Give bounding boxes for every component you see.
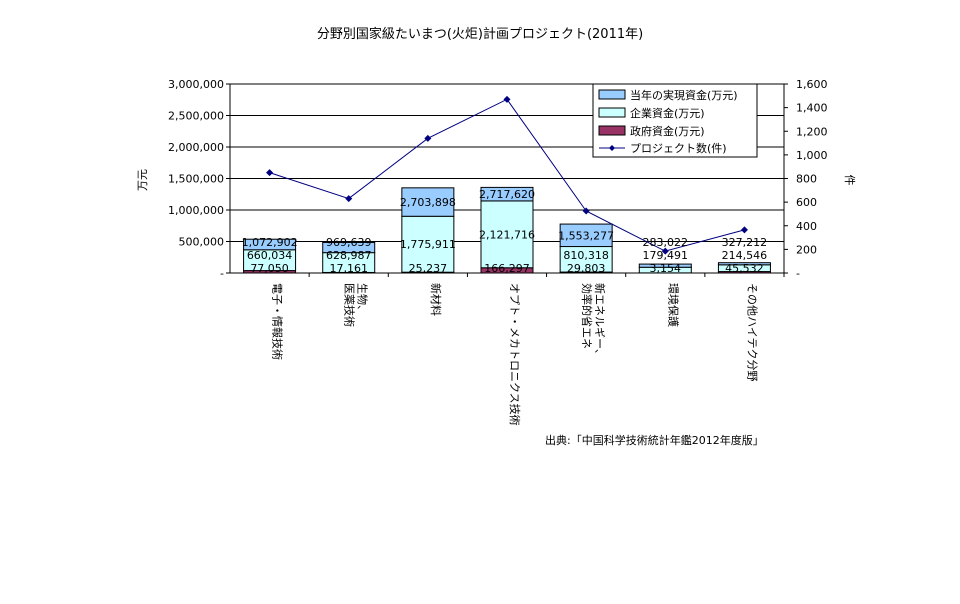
y2-tick-label: 1,000 [796, 149, 828, 162]
y2-tick-label: 1,400 [796, 102, 828, 115]
legend: 当年の実現資金(万元) 企業資金(万元) 政府資金(万元) プロジェクト数(件) [593, 84, 757, 157]
legend-label-projects: プロジェクト数(件) [630, 142, 727, 155]
data-label-total: 283,022 [643, 236, 689, 249]
data-label-total: 1,072,902 [242, 236, 298, 249]
y-tick-label: 2,500,000 [168, 110, 224, 123]
data-label-total: 327,212 [722, 236, 768, 249]
y2-axis-label: 件 [843, 175, 856, 186]
legend-label-government: 政府資金(万元) [630, 124, 705, 138]
data-label-total: 2,703,898 [400, 196, 456, 209]
x-tick-label: 新エネルギー、効率的省エネ [580, 283, 607, 360]
x-tick-label: その他ハイテク分野 [745, 283, 758, 382]
source-note: 出典:「中国科学技術統計年鑑2012年度版」 [545, 433, 764, 447]
data-label-enterprise: 660,034 [247, 249, 293, 262]
legend-swatch-enterprise [599, 108, 625, 117]
y2-tick-label: - [796, 267, 800, 280]
y2-tick-label: 200 [796, 243, 817, 256]
data-label-enterprise: 179,491 [643, 249, 689, 262]
y2-tick-label: 1,200 [796, 125, 828, 138]
data-label-enterprise: 214,546 [722, 249, 768, 262]
y2-tick-label: 800 [796, 173, 817, 186]
y-tick-label: 2,000,000 [168, 141, 224, 154]
y-tick-label: 500,000 [179, 236, 225, 249]
legend-label-total: 当年の実現資金(万元) [630, 88, 738, 102]
data-label-total: 1,553,277 [558, 229, 614, 242]
legend-swatch-government [599, 126, 625, 135]
y-tick-label: - [220, 267, 224, 280]
y2-tick-label: 400 [796, 220, 817, 233]
data-label-enterprise: 2,121,716 [479, 228, 535, 241]
y-tick-label: 1,500,000 [168, 173, 224, 186]
data-label-enterprise: 810,318 [563, 249, 609, 262]
y2-tick-label: 1,600 [796, 78, 828, 91]
y2-tick-label: 600 [796, 196, 817, 209]
x-tick-label: 電子・情報技術 [271, 283, 284, 360]
data-label-total: 969,639 [326, 236, 372, 249]
x-tick-label: 環境保護 [666, 283, 680, 327]
data-label-enterprise: 1,775,911 [400, 238, 456, 251]
y-axis-label: 万元 [136, 169, 149, 191]
data-label-total: 2,717,620 [479, 188, 535, 201]
y-tick-label: 3,000,000 [168, 78, 224, 91]
x-tick-label: 新材料 [429, 283, 443, 316]
chart-title: 分野別国家級たいまつ(火炬)計画プロジェクト(2011年) [317, 26, 643, 42]
x-tick-label: 生物、医薬技術 [343, 283, 370, 327]
y-tick-label: 1,000,000 [168, 204, 224, 217]
x-tick-label: オプト・メカトロニクス技術 [508, 283, 521, 426]
legend-label-enterprise: 企業資金(万元) [630, 106, 705, 120]
data-label-enterprise: 628,987 [326, 249, 372, 262]
legend-swatch-total [599, 90, 625, 99]
